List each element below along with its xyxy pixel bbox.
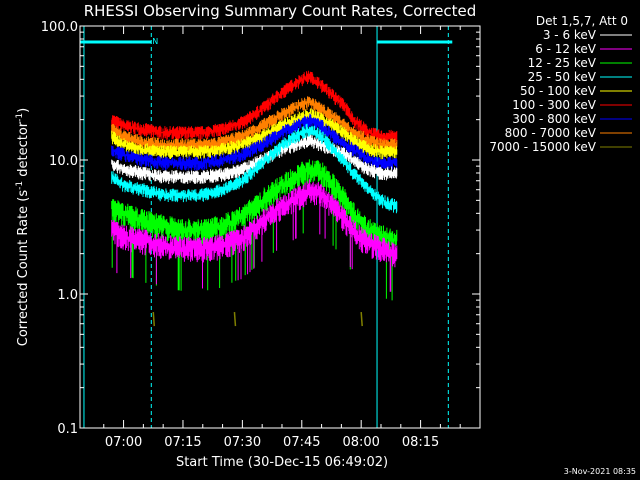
x-axis-ticks: 07:00 07:15 07:30 07:45 08:00 08:15 <box>103 26 461 450</box>
legend-entry-label: 800 - 7000 keV <box>505 126 597 140</box>
x-tick-label: 07:00 <box>105 435 142 450</box>
legend-entry-label: 12 - 25 keV <box>528 56 597 70</box>
series-point <box>152 312 156 327</box>
series-point <box>360 312 363 327</box>
render-timestamp: 3-Nov-2021 08:35 <box>564 467 636 476</box>
saa-marker: N <box>152 37 158 46</box>
plot-frame <box>79 25 481 429</box>
y-tick-label: 0.1 <box>57 422 78 437</box>
series-line <box>111 123 398 214</box>
series-group <box>111 70 398 327</box>
legend-entry-label: 25 - 50 keV <box>528 70 597 84</box>
x-tick-label: 07:15 <box>164 435 201 450</box>
series-trace <box>111 159 398 301</box>
series-trace <box>111 113 398 171</box>
legend-header: Det 1,5,7, Att 0 <box>536 14 628 28</box>
series-trace <box>111 108 398 160</box>
y-axis-label: Corrected Count Rate (s-1 detector-1) <box>15 108 31 346</box>
x-tick-label: 08:15 <box>402 435 439 450</box>
y-tick-label: 100.0 <box>41 20 78 35</box>
legend-entry-label: 6 - 12 keV <box>535 42 597 56</box>
chart-title: RHESSI Observing Summary Count Rates, Co… <box>84 2 477 20</box>
series-line <box>111 70 398 144</box>
y-axis-ticks: 100.0 10.0 1.0 0.1 <box>41 20 480 437</box>
x-axis-label: Start Time (30-Dec-15 06:49:02) <box>176 455 388 470</box>
legend-entry-label: 3 - 6 keV <box>543 28 597 42</box>
series-line <box>111 179 398 292</box>
legend-entry-label: 100 - 300 keV <box>512 98 596 112</box>
x-tick-label: 08:00 <box>342 435 379 450</box>
y-tick-label: 1.0 <box>57 288 78 303</box>
series-line <box>111 96 398 153</box>
y-tick-label: 10.0 <box>49 154 78 169</box>
series-point <box>233 312 237 327</box>
series-trace <box>111 123 398 214</box>
series-line <box>111 108 398 160</box>
series-line <box>111 113 398 171</box>
legend-entry-label: 300 - 800 keV <box>512 112 596 126</box>
legend-entry-label: 50 - 100 keV <box>520 84 597 98</box>
x-tick-label: 07:30 <box>224 435 261 450</box>
legend-entry-label: 7000 - 15000 keV <box>489 140 596 154</box>
series-trace <box>111 70 398 144</box>
series-line <box>111 159 398 301</box>
series-trace <box>111 96 398 153</box>
series-trace <box>111 179 398 292</box>
x-tick-label: 07:45 <box>283 435 320 450</box>
series-line <box>152 312 363 327</box>
